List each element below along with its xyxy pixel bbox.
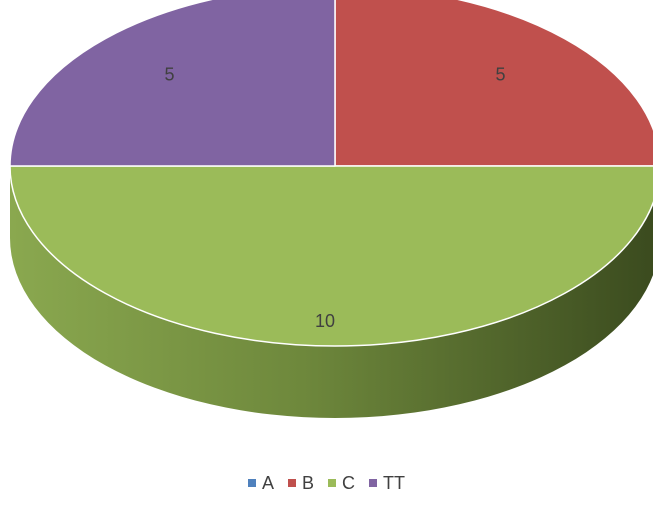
legend-label-c: C — [342, 472, 356, 493]
legend-swatch-tt — [369, 479, 378, 487]
pie-slice-c — [9, 165, 653, 347]
data-label-c: 10 — [315, 311, 335, 331]
legend-item-b: B — [288, 473, 314, 494]
pie-side-c — [10, 166, 653, 418]
pie-side-walls — [10, 166, 653, 418]
legend: A B C TT — [0, 470, 653, 496]
pie-slice-b — [334, 0, 653, 167]
pie-data-labels: 05105 — [165, 64, 506, 331]
pie-top-slices — [9, 0, 653, 347]
data-label-tt: 5 — [165, 64, 175, 84]
legend-swatch-a — [247, 479, 256, 487]
pie-slice-tt — [9, 0, 336, 167]
legend-label-tt: TT — [383, 472, 406, 493]
legend-label-a: A — [261, 472, 274, 493]
legend-item-c: C — [328, 473, 355, 494]
legend-swatch-b — [288, 479, 296, 487]
legend-label-b: B — [302, 472, 315, 493]
legend-swatch-c — [328, 479, 337, 487]
legend-item-tt: TT — [369, 473, 405, 494]
data-label-b: 5 — [495, 64, 505, 84]
legend-item-a: A — [247, 472, 274, 494]
